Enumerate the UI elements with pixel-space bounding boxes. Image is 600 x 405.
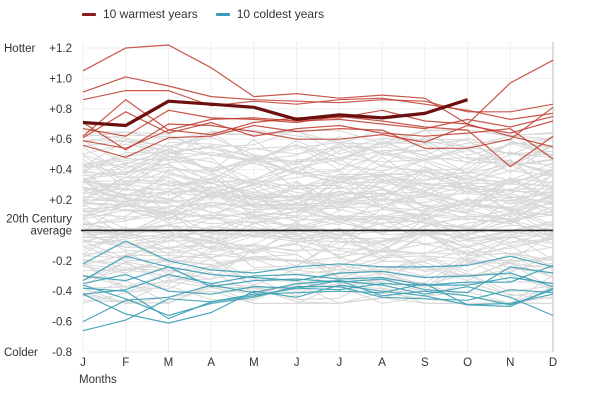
other-year-line xyxy=(82,205,554,234)
other-year-line xyxy=(82,207,554,248)
warm-year-line xyxy=(82,76,554,113)
legend-label-cold: 10 coldest years xyxy=(236,7,325,21)
other-year-line xyxy=(82,259,554,299)
y-tick-label: +1.2 xyxy=(49,43,72,55)
warm-year-line xyxy=(82,90,554,121)
other-year-line xyxy=(82,176,554,214)
chart-legend: 10 warmest years 10 coldest years xyxy=(82,7,324,21)
y-tick-label: -0.2 xyxy=(52,256,72,268)
x-tick-label: M xyxy=(164,357,174,369)
legend-item-warm: 10 warmest years xyxy=(82,7,198,21)
cold-year-line xyxy=(82,284,554,317)
warm-year-line xyxy=(82,109,554,168)
x-tick-label: J xyxy=(294,357,300,369)
cold-year-line xyxy=(82,240,554,274)
other-year-line xyxy=(82,213,554,251)
cold-year-line xyxy=(82,255,554,288)
y-tick-label: -0.8 xyxy=(52,347,72,359)
y-tick-labels: +1.2 +1.0 +0.8 +0.6 +0.4 +0.2 -0.2 -0.4 -0.6 -0.8 xyxy=(49,43,72,359)
y-tick-label: +0.4 xyxy=(49,165,72,177)
y-tick-label: +1.0 xyxy=(49,73,72,85)
other-year-line xyxy=(82,134,554,166)
cold-series-group xyxy=(82,240,554,332)
warm-year-line xyxy=(82,111,554,160)
other-year-line xyxy=(82,197,554,221)
legend-label-warm: 10 warmest years xyxy=(103,7,198,21)
other-year-line xyxy=(82,158,554,190)
y-tick-label: -0.4 xyxy=(52,286,72,298)
baseline-label-line2: average xyxy=(30,225,72,237)
legend-item-cold: 10 coldest years xyxy=(215,7,325,21)
other-year-line xyxy=(82,209,554,240)
y-tick-label: -0.6 xyxy=(52,317,72,329)
highlight-year-line xyxy=(82,98,468,128)
x-tick-label: A xyxy=(378,357,386,369)
legend-swatch-warm xyxy=(82,12,96,16)
x-tick-label: F xyxy=(122,357,129,369)
other-year-line xyxy=(82,136,554,167)
other-year-line xyxy=(82,181,554,214)
x-tick-label: A xyxy=(207,357,215,369)
other-year-line xyxy=(82,222,554,254)
other-year-line xyxy=(82,181,554,221)
x-tick-label: S xyxy=(421,357,429,369)
y-tick-label: +0.6 xyxy=(49,134,72,146)
other-year-line xyxy=(82,158,554,203)
other-year-line xyxy=(82,231,554,258)
other-year-line xyxy=(82,171,554,210)
y-tick-label: +0.8 xyxy=(49,104,72,116)
cold-year-line xyxy=(82,279,554,320)
other-year-line xyxy=(82,220,554,259)
x-tick-label: N xyxy=(506,357,514,369)
x-tick-label: D xyxy=(549,357,557,369)
other-year-line xyxy=(82,202,554,230)
other-year-line xyxy=(82,174,554,218)
other-year-line xyxy=(82,217,554,253)
other-year-line xyxy=(82,235,554,273)
warm-year-line xyxy=(82,115,554,149)
other-year-line xyxy=(82,184,554,220)
other-year-line xyxy=(82,248,554,287)
other-year-line xyxy=(82,129,554,157)
x-tick-label: J xyxy=(336,357,342,369)
other-year-line xyxy=(82,149,554,184)
other-year-line xyxy=(82,199,554,230)
colder-label: Colder xyxy=(4,347,38,359)
other-year-line xyxy=(82,173,554,205)
other-year-line xyxy=(82,260,554,290)
other-year-line xyxy=(82,226,554,260)
other-year-line xyxy=(82,273,554,304)
baseline-label-line1: 20th Century xyxy=(6,213,72,225)
warm-year-line xyxy=(82,120,554,151)
cold-year-line xyxy=(82,284,554,324)
other-year-line xyxy=(82,153,554,185)
hotter-label: Hotter xyxy=(4,43,35,55)
x-axis-title: Months xyxy=(79,374,117,386)
x-tick-label: O xyxy=(463,357,472,369)
other-year-line xyxy=(82,139,554,176)
other-year-line xyxy=(82,141,554,174)
y-tick-label: +0.2 xyxy=(49,195,72,207)
warm-series-group xyxy=(82,44,554,168)
legend-swatch-cold xyxy=(215,12,230,16)
cold-year-line xyxy=(82,273,554,295)
other-year-line xyxy=(82,137,554,173)
x-tick-label: J xyxy=(80,357,86,369)
other-year-line xyxy=(82,245,554,275)
other-year-line xyxy=(82,198,554,233)
x-tick-label: M xyxy=(249,357,259,369)
other-year-line xyxy=(82,227,554,254)
warm-year-line xyxy=(82,44,554,125)
warm-year-line xyxy=(82,106,554,159)
cold-year-line xyxy=(82,266,554,294)
